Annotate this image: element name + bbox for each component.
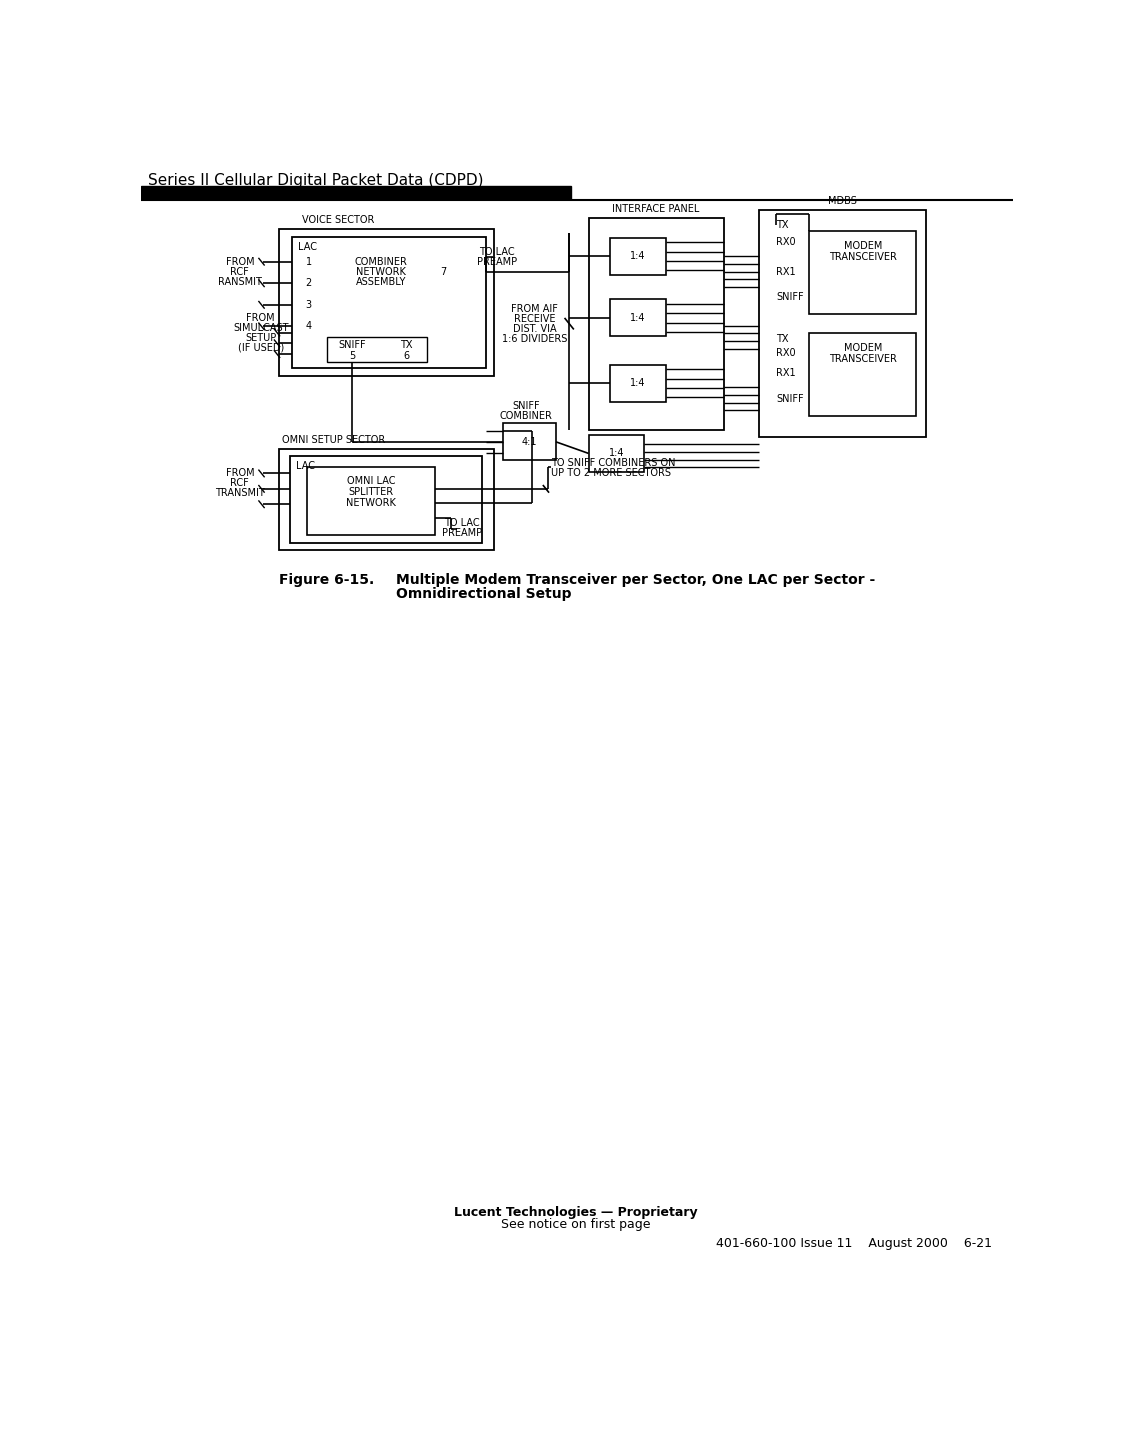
Text: 4: 4 [306,322,312,332]
Text: SETUP: SETUP [245,333,277,343]
Text: LAC: LAC [296,460,315,470]
Text: COMBINER: COMBINER [354,257,407,267]
Text: ASSEMBLY: ASSEMBLY [356,277,406,287]
Bar [290,456,483,543]
Bar [610,299,666,336]
Bar [291,237,486,368]
Bar [610,365,666,402]
Text: Lucent Technologies — Proprietary: Lucent Technologies — Proprietary [455,1205,698,1220]
Text: 1:6 DIVIDERS: 1:6 DIVIDERS [502,333,567,343]
Text: MODEM: MODEM [844,242,882,252]
Text: 1:4: 1:4 [630,379,646,389]
Text: TX: TX [776,220,789,230]
Bar [307,468,435,535]
Text: 4:1: 4:1 [522,438,538,446]
Text: TRANSCEIVER: TRANSCEIVER [829,252,897,262]
Text: SIMULCAST: SIMULCAST [233,323,288,333]
Bar [610,237,666,275]
Bar [588,435,645,472]
Text: UP TO 2 MORE SECTORS: UP TO 2 MORE SECTORS [551,468,672,478]
Text: 3: 3 [306,300,312,310]
Text: FROM: FROM [225,469,254,479]
Text: SNIFF: SNIFF [776,292,803,302]
Text: PREAMP: PREAMP [442,528,483,538]
Bar [810,333,917,416]
Bar [279,449,494,551]
Text: (IF USED): (IF USED) [237,343,284,353]
Text: MODEM: MODEM [844,343,882,353]
Text: RECEIVE: RECEIVE [514,313,555,323]
Bar [810,230,917,315]
Text: RX1: RX1 [776,267,795,276]
Text: TX: TX [776,333,789,343]
Text: 1:4: 1:4 [630,313,646,323]
Text: NETWORK: NETWORK [356,267,406,277]
Text: 1:4: 1:4 [609,449,624,459]
Text: LAC: LAC [298,243,317,253]
Text: RX0: RX0 [776,347,795,358]
Text: SPLITTER: SPLITTER [349,488,394,496]
Text: 7: 7 [440,267,446,277]
Text: VOICE SECTOR: VOICE SECTOR [302,214,375,225]
Text: RANSMIT: RANSMIT [218,277,262,286]
Text: 1:4: 1:4 [630,252,646,262]
Text: INTERFACE PANEL: INTERFACE PANEL [612,203,700,213]
Text: 5: 5 [349,350,356,360]
Text: MDBS: MDBS [828,196,856,206]
Text: See notice on first page: See notice on first page [502,1218,651,1231]
Text: RCF: RCF [231,479,250,489]
Text: PREAMP: PREAMP [477,257,518,267]
Bar [503,423,556,460]
Text: 6: 6 [404,350,410,360]
Text: COMBINER: COMBINER [500,410,552,420]
Text: Multiple Modem Transceiver per Sector, One LAC per Sector -: Multiple Modem Transceiver per Sector, O… [396,572,875,586]
Text: 401-660-100 Issue 11    August 2000    6-21: 401-660-100 Issue 11 August 2000 6-21 [716,1237,991,1250]
Text: RX0: RX0 [776,237,795,246]
Text: RCF: RCF [231,267,250,276]
Text: Series II Cellular Digital Packet Data (CDPD): Series II Cellular Digital Packet Data (… [148,173,484,189]
Text: TO SNIFF COMBINERS ON: TO SNIFF COMBINERS ON [551,458,676,468]
Text: NETWORK: NETWORK [345,498,396,508]
Text: OMNI LAC: OMNI LAC [346,476,395,486]
Text: TRANSCEIVER: TRANSCEIVER [829,353,897,363]
Text: TX: TX [400,340,413,350]
Bar [588,217,724,429]
Bar [279,229,494,376]
Bar [141,186,570,199]
Bar [326,337,428,362]
Text: SNIFF: SNIFF [339,340,366,350]
Text: SNIFF: SNIFF [776,393,803,403]
Text: 2: 2 [306,279,312,289]
Text: TRANSMIT: TRANSMIT [215,489,264,499]
Text: Omnidirectional Setup: Omnidirectional Setup [396,586,572,601]
Text: OMNI SETUP SECTOR: OMNI SETUP SECTOR [282,435,386,445]
Text: TO LAC: TO LAC [444,518,480,528]
Text: RX1: RX1 [776,369,795,379]
Text: FROM: FROM [246,313,276,323]
Text: TO LAC: TO LAC [479,247,515,257]
Text: 1: 1 [306,257,312,266]
Text: FROM: FROM [225,257,254,266]
Text: DIST. VIA: DIST. VIA [513,323,556,333]
Text: SNIFF: SNIFF [512,402,540,412]
Text: FROM AIF: FROM AIF [511,303,558,313]
Bar [759,210,926,438]
Text: Figure 6-15.: Figure 6-15. [279,572,374,586]
